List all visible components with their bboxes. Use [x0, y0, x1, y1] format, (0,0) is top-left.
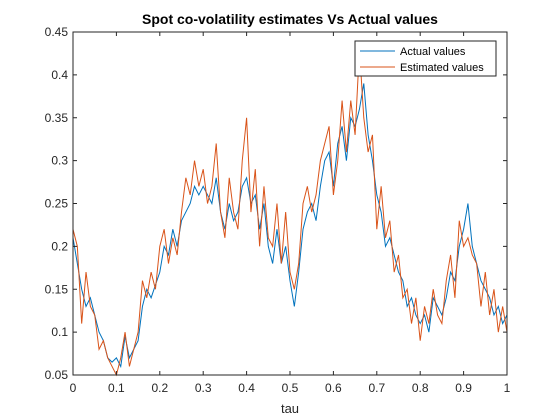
- y-tick-label: 0.4: [51, 68, 68, 82]
- x-tick-label: 0.1: [108, 381, 125, 395]
- axes-background: [73, 32, 507, 375]
- x-tick-label: 0.2: [151, 381, 168, 395]
- series-line-1: [72, 49, 508, 377]
- series-layer: [72, 49, 508, 377]
- y-tick-label: 0.2: [51, 239, 68, 253]
- x-tick-label: 0: [70, 381, 77, 395]
- legend: Actual values Estimated values: [354, 40, 497, 77]
- x-tick-label: 0.3: [195, 381, 212, 395]
- x-tick-label: 0.7: [368, 381, 385, 395]
- y-tick-label: 0.15: [45, 282, 69, 296]
- legend-label-estimated: Estimated values: [400, 62, 484, 74]
- y-tick-label: 0.3: [51, 154, 68, 168]
- x-tick-label: 1: [504, 381, 511, 395]
- y-tick-label: 0.25: [45, 197, 69, 211]
- chart-title: Spot co-volatility estimates Vs Actual v…: [142, 11, 438, 27]
- tick-layer: 0 0.1 0.2 0.3 0.4 0.5 0.6 0.7 0.8 0.9 1 0.05 0.1 0.15…: [45, 25, 511, 395]
- y-tick-label: 0.45: [45, 25, 69, 39]
- x-tick-label: 0.6: [325, 381, 342, 395]
- y-tick-label: 0.05: [45, 368, 69, 382]
- y-tick-label: 0.35: [45, 111, 69, 125]
- y-tick-label: 0.1: [51, 325, 68, 339]
- x-tick-label: 0.8: [412, 381, 429, 395]
- x-tick-label: 0.9: [455, 381, 472, 395]
- legend-box: [354, 40, 497, 77]
- legend-label-actual: Actual values: [400, 46, 466, 58]
- x-axis-label: tau: [281, 401, 299, 416]
- x-tick-label: 0.5: [282, 381, 299, 395]
- x-tick-label: 0.4: [238, 381, 255, 395]
